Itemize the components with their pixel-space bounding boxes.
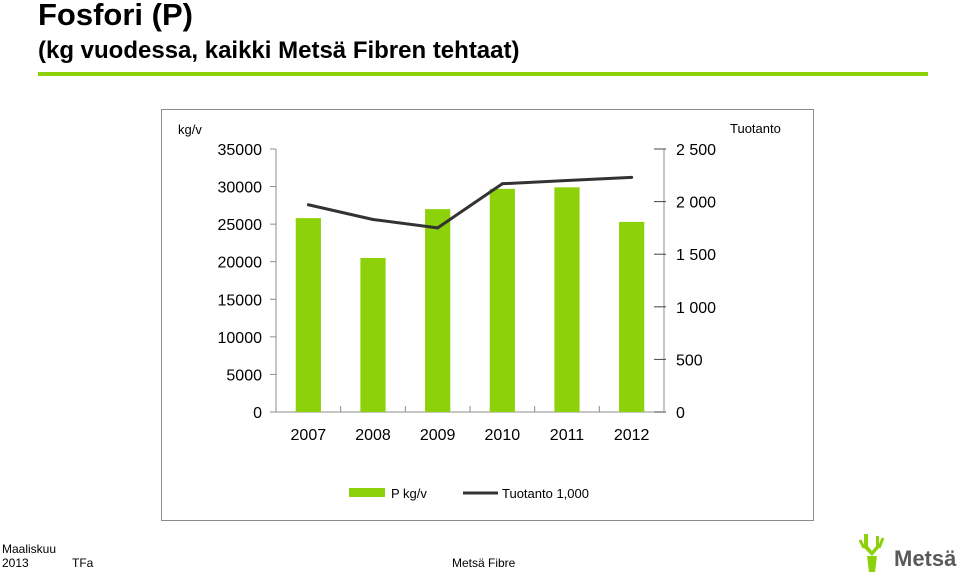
chart-labels: 0 5000 10000 15000 20000 25000 30000 35000 0 500 1… <box>178 121 781 444</box>
bar-series <box>295 187 645 412</box>
metsa-logo: Metsä <box>858 534 957 572</box>
line-point-2007 <box>306 203 310 207</box>
slide-subtitle: (kg vuodessa, kaikki Metsä Fibren tehtaa… <box>38 37 520 64</box>
legend-swatch-bars <box>349 488 385 497</box>
left-tick-label: 0 <box>253 405 262 422</box>
line-point-2010 <box>500 182 504 186</box>
chart-legend: P kg/v Tuotanto 1,000 <box>349 486 589 501</box>
bar-2007 <box>295 218 321 412</box>
legend-label-bars: P kg/v <box>391 486 427 501</box>
bar-2012 <box>619 221 645 412</box>
moose-antler-icon <box>858 534 885 572</box>
x-tick-label: 2008 <box>355 427 391 444</box>
x-tick-label: 2009 <box>420 427 456 444</box>
legend-label-line: Tuotanto 1,000 <box>502 486 589 501</box>
right-axis-unit-label: Tuotanto <box>730 121 781 136</box>
x-tick-label: 2012 <box>614 427 650 444</box>
right-tick-label: 500 <box>676 352 703 369</box>
chart-axes <box>270 148 666 413</box>
right-tick-label: 0 <box>676 405 685 422</box>
right-tick-label: 2 000 <box>676 195 716 212</box>
left-tick-label: 30000 <box>218 180 263 197</box>
bar-2008 <box>360 257 386 412</box>
left-tick-label: 15000 <box>218 292 263 309</box>
production-line <box>308 175 632 230</box>
bar-2010 <box>489 188 515 412</box>
footer-company: Metsä Fibre <box>452 556 516 570</box>
line-point-2011 <box>565 179 569 183</box>
x-tick-label: 2007 <box>291 427 327 444</box>
bar-2009 <box>425 209 451 412</box>
left-tick-label: 5000 <box>226 367 262 384</box>
right-tick-label: 2 500 <box>676 142 716 159</box>
chart-frame: 0 5000 10000 15000 20000 25000 30000 35000 0 500 1… <box>161 109 814 521</box>
phosphorus-chart: 0 5000 10000 15000 20000 25000 30000 35000 0 500 1… <box>178 121 781 501</box>
left-tick-label: 10000 <box>218 330 263 347</box>
left-tick-label: 35000 <box>218 142 263 159</box>
line-series <box>306 175 634 230</box>
line-point-2008 <box>371 217 375 221</box>
left-tick-label: 20000 <box>218 255 263 272</box>
logo-wordmark: Metsä <box>894 546 957 571</box>
x-tick-label: 2011 <box>550 427 585 444</box>
left-axis-unit-label: kg/v <box>178 122 202 137</box>
bar-2011 <box>554 187 580 412</box>
right-tick-label: 1 000 <box>676 300 716 317</box>
x-tick-label: 2010 <box>485 427 521 444</box>
footer-date-year: 2013 <box>2 556 29 570</box>
left-tick-label: 25000 <box>218 217 263 234</box>
footer-author: TFa <box>72 556 94 570</box>
slide-title: Fosfori (P) <box>38 0 193 32</box>
line-point-2009 <box>436 226 440 230</box>
right-tick-label: 1 500 <box>676 247 716 264</box>
footer-date-month: Maaliskuu <box>2 542 57 556</box>
title-underline <box>38 72 928 76</box>
line-point-2012 <box>630 175 634 179</box>
